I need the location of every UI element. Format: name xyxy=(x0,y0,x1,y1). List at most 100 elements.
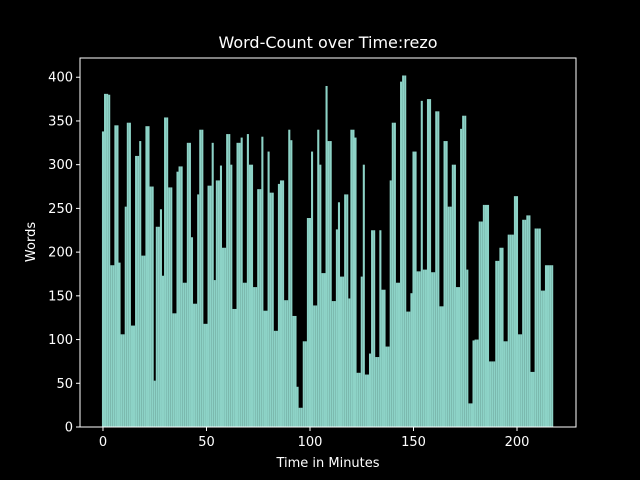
bar xyxy=(207,185,210,427)
bar xyxy=(402,75,405,427)
bar xyxy=(190,237,194,427)
bar xyxy=(159,209,162,427)
bar xyxy=(470,403,473,427)
bar xyxy=(139,141,142,427)
bar xyxy=(518,334,521,427)
bar xyxy=(437,111,440,427)
bar xyxy=(263,310,266,427)
bar xyxy=(157,226,160,427)
bar xyxy=(228,134,231,427)
bar xyxy=(188,142,191,427)
bar xyxy=(340,276,343,427)
y-tick-label: 400 xyxy=(48,71,73,86)
bar xyxy=(122,334,125,427)
bar xyxy=(391,122,394,427)
bar xyxy=(224,247,227,427)
bar xyxy=(511,234,514,427)
bar xyxy=(451,164,454,427)
bar xyxy=(495,260,498,427)
bar xyxy=(484,204,487,427)
bar xyxy=(329,141,332,427)
bar xyxy=(418,271,421,427)
bar xyxy=(143,255,146,427)
bar xyxy=(472,340,475,427)
bar xyxy=(253,287,256,427)
bar xyxy=(186,142,189,427)
bar xyxy=(248,164,251,427)
x-tick-label: 0 xyxy=(99,435,107,450)
bar xyxy=(489,361,492,427)
bar xyxy=(304,341,307,427)
bar xyxy=(337,202,341,427)
bar xyxy=(292,315,295,427)
bar xyxy=(464,115,467,427)
bar xyxy=(290,140,293,427)
bar xyxy=(141,255,144,427)
bar xyxy=(168,187,171,427)
bar xyxy=(110,265,113,427)
bar xyxy=(455,287,459,427)
bar xyxy=(222,247,225,427)
bar xyxy=(298,407,301,427)
bar xyxy=(453,164,456,427)
bar xyxy=(250,164,254,427)
bar xyxy=(319,164,322,427)
bar xyxy=(145,126,148,427)
bar xyxy=(170,187,173,427)
bar xyxy=(397,282,401,427)
bar xyxy=(360,276,363,427)
bar xyxy=(244,282,247,427)
bar xyxy=(184,282,187,427)
bar xyxy=(288,129,291,427)
bar xyxy=(114,125,117,428)
bar xyxy=(153,380,156,427)
y-tick-label: 350 xyxy=(48,114,73,129)
bar xyxy=(108,94,111,427)
bar xyxy=(104,93,107,427)
bar xyxy=(315,305,318,427)
bar xyxy=(449,206,452,427)
bar xyxy=(468,403,471,427)
bar xyxy=(460,128,463,427)
bar xyxy=(429,99,432,427)
bar xyxy=(530,371,533,427)
bar xyxy=(257,189,260,427)
bar xyxy=(195,303,198,427)
bar xyxy=(433,272,436,427)
bar xyxy=(422,269,425,427)
bar xyxy=(302,341,305,427)
bar xyxy=(431,272,434,427)
bar xyxy=(538,228,541,427)
bar xyxy=(395,282,398,427)
bar xyxy=(201,129,204,427)
bar xyxy=(331,301,334,427)
bar xyxy=(259,189,262,427)
bar xyxy=(474,339,477,427)
bar xyxy=(381,289,384,427)
bar xyxy=(120,334,123,427)
bar xyxy=(551,265,554,427)
bar xyxy=(547,265,550,427)
bar xyxy=(499,247,502,427)
bar xyxy=(178,166,181,427)
bar xyxy=(149,186,152,427)
bar xyxy=(358,372,361,427)
bar xyxy=(505,341,508,427)
bar xyxy=(352,129,355,427)
y-tick-label: 250 xyxy=(48,202,73,217)
bar xyxy=(383,289,386,427)
bar xyxy=(313,305,316,427)
bar xyxy=(166,117,169,427)
bar xyxy=(356,372,359,427)
bar xyxy=(528,215,531,427)
bar xyxy=(435,111,438,427)
bar xyxy=(234,308,237,427)
bar xyxy=(412,151,415,427)
chart-title: Word-Count over Time:rezo xyxy=(218,33,437,52)
bar xyxy=(478,221,481,427)
bar xyxy=(420,100,423,427)
bar xyxy=(387,346,390,427)
bar xyxy=(366,374,369,427)
bar xyxy=(277,183,280,427)
